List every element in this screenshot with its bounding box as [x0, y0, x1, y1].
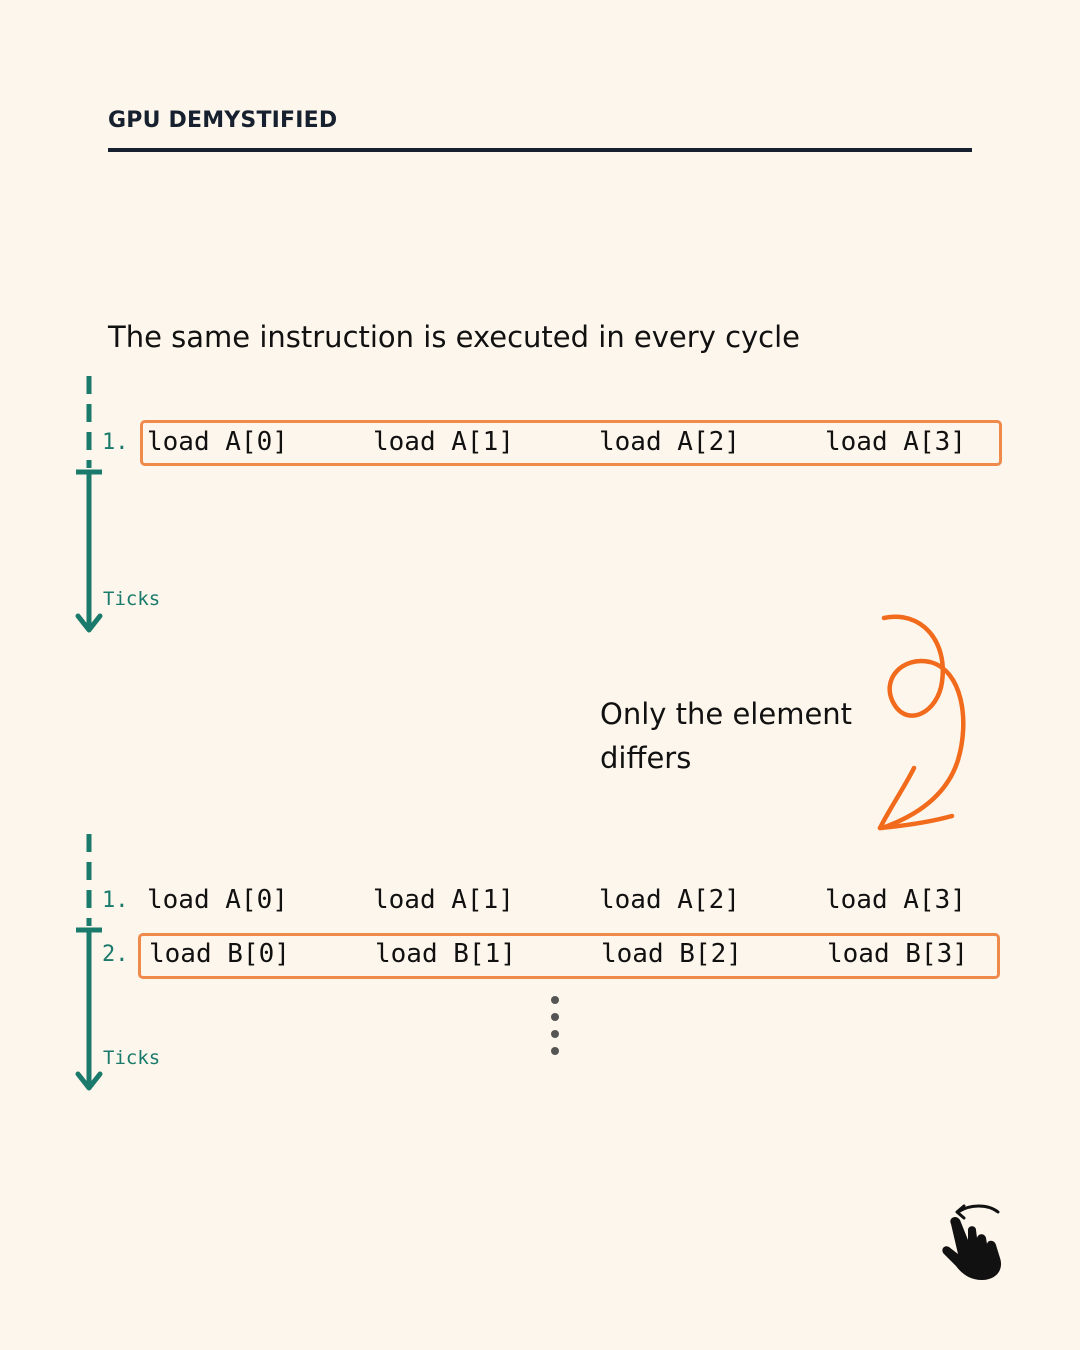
row-number: 2.: [102, 942, 129, 967]
swipe-hand-icon[interactable]: [936, 1200, 1008, 1284]
instruction-cell: load A[2]: [599, 885, 740, 915]
note-line-2: differs: [600, 741, 692, 775]
curly-arrow-icon: [877, 614, 966, 831]
note-line-1: Only the element: [600, 697, 853, 731]
brand-divider: [108, 148, 972, 152]
brand-title: GPU DEMYSTIFIED: [108, 108, 338, 133]
instruction-cell: load A[1]: [373, 885, 514, 915]
instruction-cell: load B[0]: [149, 939, 290, 969]
timeline-top: [75, 376, 103, 633]
instruction-cell: load B[2]: [601, 939, 742, 969]
ticks-label-top: Ticks: [103, 588, 161, 610]
instruction-cell: load B[1]: [375, 939, 516, 969]
instruction-cell: load A[3]: [825, 885, 966, 915]
instruction-cell: load A[0]: [147, 885, 288, 915]
highlight-box: [140, 420, 1002, 466]
instruction-cell: load A[3]: [825, 427, 966, 457]
row-number: 1.: [102, 888, 129, 913]
instruction-cell: load A[2]: [599, 427, 740, 457]
row-number: 1.: [102, 430, 129, 455]
vertical-ellipsis-icon: [551, 996, 561, 1064]
instruction-cell: load A[1]: [373, 427, 514, 457]
timeline-bottom: [75, 834, 103, 1091]
instruction-cell: load B[3]: [827, 939, 968, 969]
heading: The same instruction is executed in ever…: [108, 320, 801, 354]
annotation-note: Only the element differs: [600, 692, 852, 780]
ticks-label-bottom: Ticks: [103, 1047, 161, 1069]
highlight-box: [138, 933, 1000, 979]
instruction-cell: load A[0]: [147, 427, 288, 457]
